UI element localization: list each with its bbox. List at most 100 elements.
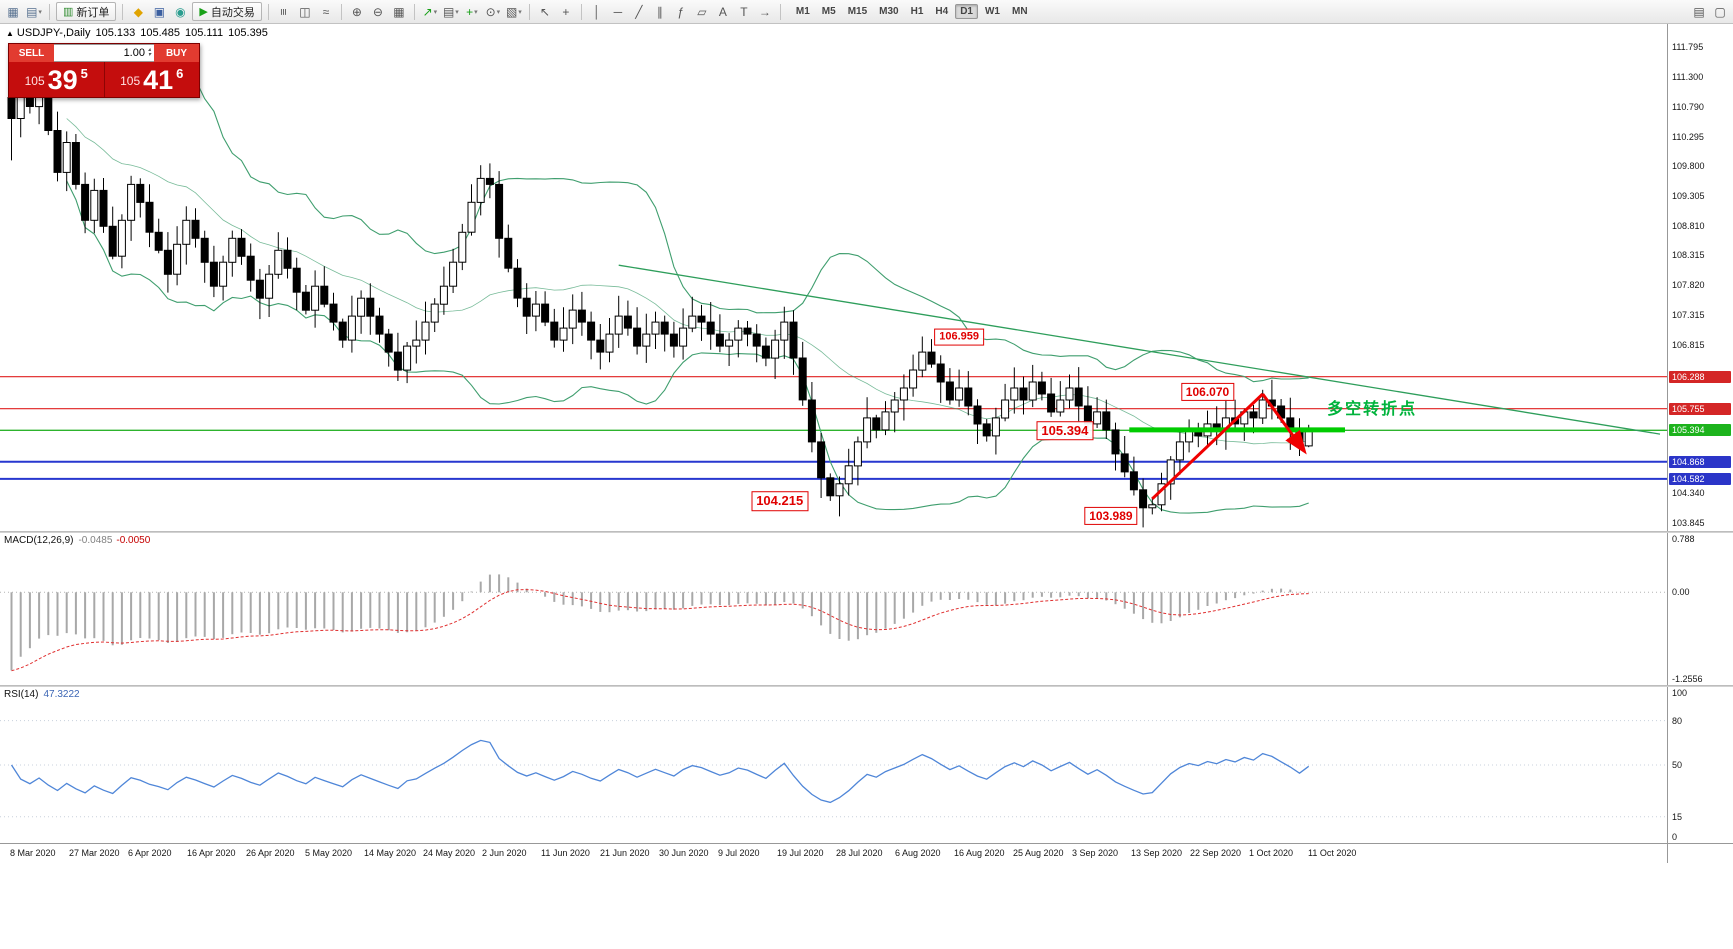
rsi-axis[interactable]: 100 80 50 15 0 — [1667, 687, 1733, 843]
price-callout-label: 106.070 — [1180, 382, 1235, 401]
rsi-name: RSI(14) — [4, 689, 39, 700]
buy-button[interactable]: BUY — [154, 44, 199, 62]
chevron-down-icon[interactable]: ▾ — [518, 8, 522, 16]
zoom-out-icon[interactable]: ⊖ — [368, 2, 388, 21]
symbol-info: ▲ USDJPY-,Daily 105.133 105.485 105.111 105.3… — [6, 27, 268, 39]
line-chart-mode-icon[interactable]: ≈ — [316, 2, 336, 21]
pane-splitter[interactable] — [0, 685, 1733, 687]
text-label-icon[interactable]: T — [734, 2, 754, 21]
bar-chart-mode-icon[interactable]: ≡ — [274, 2, 294, 21]
line-chart-mode-glyph-icon: ≈ — [322, 4, 330, 19]
text-icon[interactable]: A — [713, 2, 733, 21]
toolbar-separator — [340, 3, 342, 20]
timeframe-group: M1 M5 M15 M30 H1 H4 D1 W1 MN — [791, 4, 1033, 19]
zoom-in-icon[interactable]: ⊕ — [347, 2, 367, 21]
timeframe-h4[interactable]: H4 — [935, 6, 949, 17]
time-axis-label: 30 Jun 2020 — [659, 848, 709, 858]
strategy-tester-icon[interactable]: ◉ — [170, 2, 190, 21]
macd-axis[interactable]: 0.788 0.00 -1.2556 — [1667, 533, 1733, 685]
time-axis-label: 8 Mar 2020 — [10, 848, 56, 858]
time-axis-label: 6 Aug 2020 — [895, 848, 941, 858]
cursor-icon[interactable]: ↖ — [535, 2, 555, 21]
price-axis-tag: 104.582 — [1669, 472, 1731, 485]
chevron-down-icon[interactable]: ▾ — [455, 8, 459, 16]
chevron-down-icon[interactable]: ▾ — [433, 8, 438, 16]
macd-value-signal: -0.0050 — [116, 535, 151, 546]
lot-size-input[interactable]: 1.00 ▴ ▾ — [54, 44, 154, 62]
cursor-glyph-icon: ↖ — [539, 4, 550, 19]
zoom-in-glyph-icon: ⊕ — [351, 4, 362, 19]
pane-splitter[interactable] — [0, 531, 1733, 533]
lot-stepper[interactable]: ▴ ▾ — [147, 47, 151, 58]
time-axis-label: 5 May 2020 — [305, 848, 353, 858]
timeframe-m5[interactable]: M5 — [821, 6, 836, 17]
time-axis-label: 25 Aug 2020 — [1013, 848, 1064, 858]
equidistant-channel-glyph-icon: ∥ — [656, 4, 663, 19]
vertical-line-icon[interactable]: │ — [587, 2, 607, 21]
time-axis-label: 11 Jun 2020 — [541, 848, 590, 858]
trendline-icon[interactable]: ╱ — [629, 2, 649, 21]
time-axis-label: 21 Jun 2020 — [600, 848, 650, 858]
chevron-down-icon[interactable]: ▾ — [474, 8, 478, 16]
periods-glyph-icon: ⊙ — [485, 4, 496, 19]
timeframe-m1[interactable]: M1 — [795, 6, 810, 17]
indicators-glyph-icon: ↗ — [422, 4, 433, 19]
chevron-down-icon[interactable]: ▾ — [496, 8, 501, 16]
periods-icon[interactable]: ⊙ ▾ — [483, 2, 503, 21]
market-watch-glyph-icon: ▣ — [153, 4, 166, 19]
printer-icon[interactable]: ▤ — [1693, 4, 1705, 19]
templates-icon[interactable]: ▧ ▾ — [504, 2, 524, 21]
one-click-trading-panel[interactable]: SELL 1.00 ▴ ▾ BUY 105 39 5 105 41 6 — [8, 43, 200, 98]
time-axis-corner — [1667, 844, 1733, 863]
buy-price-main: 41 — [143, 65, 174, 95]
timeframe-m30[interactable]: M30 — [879, 6, 899, 17]
candlestick-mode-icon[interactable]: ◫ — [295, 2, 315, 21]
timeframe-w1[interactable]: W1 — [984, 6, 1000, 17]
sell-price[interactable]: 105 39 5 — [9, 62, 105, 97]
time-axis-label: 13 Sep 2020 — [1131, 848, 1183, 858]
price-pane[interactable]: ▲ USDJPY-,Daily 105.133 105.485 105.111 105.3… — [0, 24, 1733, 531]
chart-profiles-icon[interactable]: ▤ ▾ — [24, 2, 44, 21]
timeframe-h1[interactable]: H1 — [910, 6, 924, 17]
timeframe-mn[interactable]: MN — [1011, 6, 1028, 17]
timeframe-m15[interactable]: M15 — [847, 6, 868, 17]
price-axis[interactable]: 111.795 111.300 110.790 110.295 109.800 109.3… — [1667, 24, 1733, 531]
metaeditor-icon[interactable]: ◆ — [128, 2, 148, 21]
stepper-up-icon[interactable]: ▴ — [147, 47, 151, 53]
new-order-button[interactable]: ▥ 新订单 — [56, 2, 117, 21]
indicators-icon[interactable]: ↗ ▾ — [420, 2, 440, 21]
price-callout-label: 103.989 — [1084, 507, 1138, 526]
sell-price-main: 39 — [47, 65, 78, 95]
indicator-windows-icon[interactable]: ▤ ▾ — [441, 2, 461, 21]
market-watch-icon[interactable]: ▣ — [149, 2, 169, 21]
macd-pane[interactable]: MACD(12,26,9) -0.0485 -0.0050 0.788 0.00 -1.… — [0, 533, 1733, 685]
equidistant-channel-icon[interactable]: ∥ — [650, 2, 670, 21]
shapes-icon[interactable]: ▱ — [692, 2, 712, 21]
auto-trading-button[interactable]: ▶ 自动交易 — [192, 2, 262, 21]
time-axis-label: 6 Apr 2020 — [128, 848, 172, 858]
fibonacci-icon[interactable]: ƒ — [671, 2, 691, 21]
arrows-icon[interactable]: → — [755, 2, 775, 21]
tile-windows-icon[interactable]: ▦ — [389, 2, 409, 21]
chevron-down-icon[interactable]: ▾ — [38, 8, 42, 16]
add-indicator-icon[interactable]: + ▾ — [462, 2, 482, 21]
buy-price[interactable]: 105 41 6 — [105, 62, 200, 97]
new-chart-icon[interactable]: ▦ — [3, 2, 23, 21]
full-screen-icon[interactable]: ▢ — [1714, 4, 1726, 19]
rsi-axis-label: 0 — [1672, 832, 1678, 842]
sell-price-pip: 5 — [80, 66, 88, 81]
rsi-chart[interactable] — [0, 687, 1668, 843]
macd-chart[interactable] — [0, 533, 1668, 685]
timeframe-d1[interactable]: D1 — [955, 4, 978, 19]
rsi-pane[interactable]: RSI(14) 47.3222 100 80 50 15 0 — [0, 687, 1733, 843]
stepper-down-icon[interactable]: ▾ — [147, 52, 151, 58]
workspace-empty — [0, 863, 1733, 949]
toolbar-separator — [49, 3, 50, 20]
sell-button[interactable]: SELL — [9, 44, 54, 62]
crosshair-icon[interactable]: + — [556, 2, 576, 21]
price-axis-tag: 104.868 — [1669, 455, 1731, 468]
time-axis[interactable]: 8 Mar 2020 27 Mar 2020 6 Apr 2020 16 Apr 20… — [0, 843, 1733, 863]
horizontal-line-icon[interactable]: ─ — [608, 2, 628, 21]
price-callout-label: 105.394 — [1036, 420, 1094, 441]
price-chart[interactable] — [0, 24, 1668, 531]
